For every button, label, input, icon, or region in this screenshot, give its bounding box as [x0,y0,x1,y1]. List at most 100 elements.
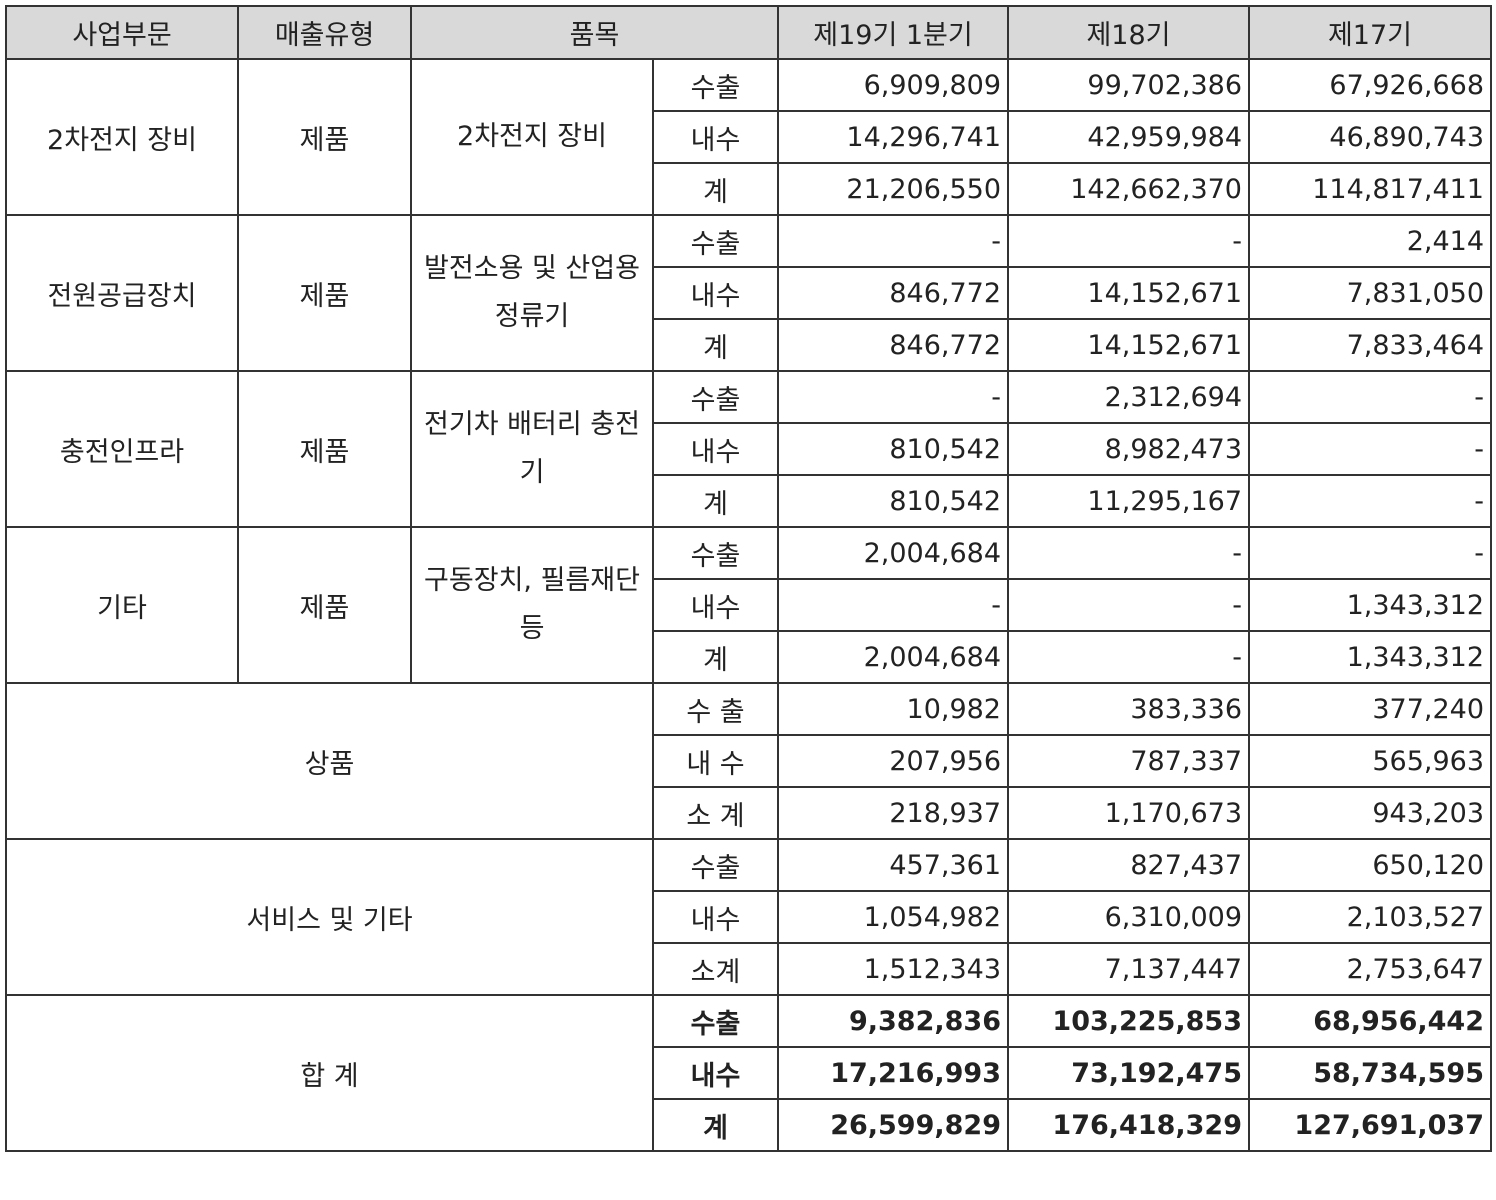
table-row: 계 26,599,829 176,418,329 127,691,037 [6,1098,1492,1152]
row-label-cell: 내수 [652,578,779,632]
value-p18-cell: 1,170,673 [1007,786,1250,840]
table-body: 2차전지 장비 제품 2차전지 장비 수출 6,909,809 99,702,386 67,… [5,58,1492,1152]
table-row: 충전인프라 제품 전기차 배터리 충전기 수출 -2,312,694- [5,370,1492,528]
value-q19-cell: 846,772 [777,318,1009,372]
value-p18-cell: - [1007,526,1250,580]
table-row: 내수 846,772 14,152,671 7,831,050 [6,266,1492,320]
row-label-cell: 내수 [652,110,779,164]
header-q19: 제19기 1분기 [777,5,1009,60]
table-row: 내수 17,216,993 73,192,475 58,734,595 [6,1046,1492,1100]
table-row: 소 계 218,937 1,170,673 943,203 [6,786,1492,840]
value-q19-cell: 207,956 [777,734,1009,788]
value-q19-cell: - [777,214,1009,268]
value-p17-cell: 565,963 [1248,734,1492,788]
row-label-cell: 계 [652,630,779,684]
row-label-cell: 계 [652,318,779,372]
value-p17-cell: 46,890,743 [1248,110,1492,164]
table-row: 내수 - -1,343,312 [6,578,1492,632]
value-p18-cell: 99,702,386 [1007,58,1250,112]
header-item: 품목 [410,5,779,60]
value-p17-cell: 67,926,668 [1248,58,1492,112]
value-p18-cell: 787,337 [1007,734,1250,788]
header-row: 사업부문 매출유형 품목 제19기 1분기 제18기 제17기 [5,5,1492,60]
table-row: 전원공급장치 제품 발전소용 및 산업용 정류기 수출 - -2,414 [5,214,1492,372]
item-cell: 구동장치, 필름재단 등 [410,526,654,684]
value-p17-cell: 7,833,464 [1248,318,1492,372]
table-row: 2차전지 장비 제품 2차전지 장비 수출 6,909,809 99,702,386 67,… [5,58,1492,216]
item-cell: 발전소용 및 산업용 정류기 [410,214,654,372]
value-q19-cell: - [777,578,1009,632]
value-q19-cell: 10,982 [777,682,1009,736]
segment-cell: 기타 [5,526,239,684]
value-p18-cell: 142,662,370 [1007,162,1250,216]
header-p18: 제18기 [1007,5,1250,60]
row-label-cell: 소 계 [652,786,779,840]
value-q19-cell: 457,361 [777,838,1009,892]
value-p17-cell: - [1248,370,1492,424]
row-label-cell: 계 [652,474,779,528]
value-p18-cell: 383,336 [1007,682,1250,736]
table-row: 서비스 및 기타 수출 457,361 827,437 650,120 [5,838,1492,996]
segment-cell: 서비스 및 기타 [5,838,654,996]
segment-cell: 합 계 [5,994,654,1152]
row-label-cell: 수출 [652,838,779,892]
value-q19-cell: 2,004,684 [777,630,1009,684]
row-label-cell: 내수 [652,1046,779,1100]
segment-cell: 2차전지 장비 [5,58,239,216]
value-q19-cell: 1,054,982 [777,890,1009,944]
row-label-cell: 수 출 [652,682,779,736]
value-p18-cell: 14,152,671 [1007,266,1250,320]
value-p17-cell: 2,103,527 [1248,890,1492,944]
row-label-cell: 내수 [652,266,779,320]
value-q19-cell: - [777,370,1009,424]
value-p18-cell: - [1007,630,1250,684]
sales-type-cell: 제품 [237,58,412,216]
sales-type-cell: 제품 [237,526,412,684]
value-p17-cell: 943,203 [1248,786,1492,840]
value-p17-cell: 650,120 [1248,838,1492,892]
row-label-cell: 수출 [652,526,779,580]
value-q19-cell: 846,772 [777,266,1009,320]
value-p18-cell: 827,437 [1007,838,1250,892]
table-row: 내 수 207,956 787,337 565,963 [6,734,1492,788]
value-p17-cell: - [1248,526,1492,580]
segment-cell: 상품 [5,682,654,840]
value-q19-cell: 810,542 [777,422,1009,476]
value-p17-cell: 114,817,411 [1248,162,1492,216]
header-segment: 사업부문 [5,5,239,60]
value-p18-cell: 42,959,984 [1007,110,1250,164]
header-p17: 제17기 [1248,5,1492,60]
table-row: 소계 1,512,343 7,137,447 2,753,647 [6,942,1492,996]
value-q19-cell: 17,216,993 [777,1046,1009,1100]
value-p18-cell: 7,137,447 [1007,942,1250,996]
value-p17-cell: 7,831,050 [1248,266,1492,320]
value-p18-cell: 2,312,694 [1007,370,1250,424]
value-q19-cell: 6,909,809 [777,58,1009,112]
item-cell: 2차전지 장비 [410,58,654,216]
value-q19-cell: 1,512,343 [777,942,1009,996]
value-p17-cell: - [1248,422,1492,476]
value-p18-cell: - [1007,578,1250,632]
value-q19-cell: 26,599,829 [777,1098,1009,1152]
row-label-cell: 수출 [652,58,779,112]
value-p18-cell: 14,152,671 [1007,318,1250,372]
value-p18-cell: 8,982,473 [1007,422,1250,476]
value-p17-cell: 2,753,647 [1248,942,1492,996]
value-p17-cell: 2,414 [1248,214,1492,268]
table-row: 계 2,004,684-1,343,312 [6,630,1492,684]
row-label-cell: 수출 [652,214,779,268]
row-label-cell: 계 [652,1098,779,1152]
value-p17-cell: 377,240 [1248,682,1492,736]
row-label-cell: 수출 [652,370,779,424]
row-label-cell: 계 [652,162,779,216]
sales-type-cell: 제품 [237,214,412,372]
table-row: 내수 1,054,982 6,310,009 2,103,527 [6,890,1492,944]
value-q19-cell: 9,382,836 [777,994,1009,1048]
value-p17-cell: 127,691,037 [1248,1098,1492,1152]
row-label-cell: 내수 [652,890,779,944]
segment-cell: 충전인프라 [5,370,239,528]
value-q19-cell: 218,937 [777,786,1009,840]
value-p17-cell: 68,956,442 [1248,994,1492,1048]
table-row: 기타 제품 구동장치, 필름재단 등 수출 2,004,684- - [5,526,1492,684]
row-label-cell: 소계 [652,942,779,996]
